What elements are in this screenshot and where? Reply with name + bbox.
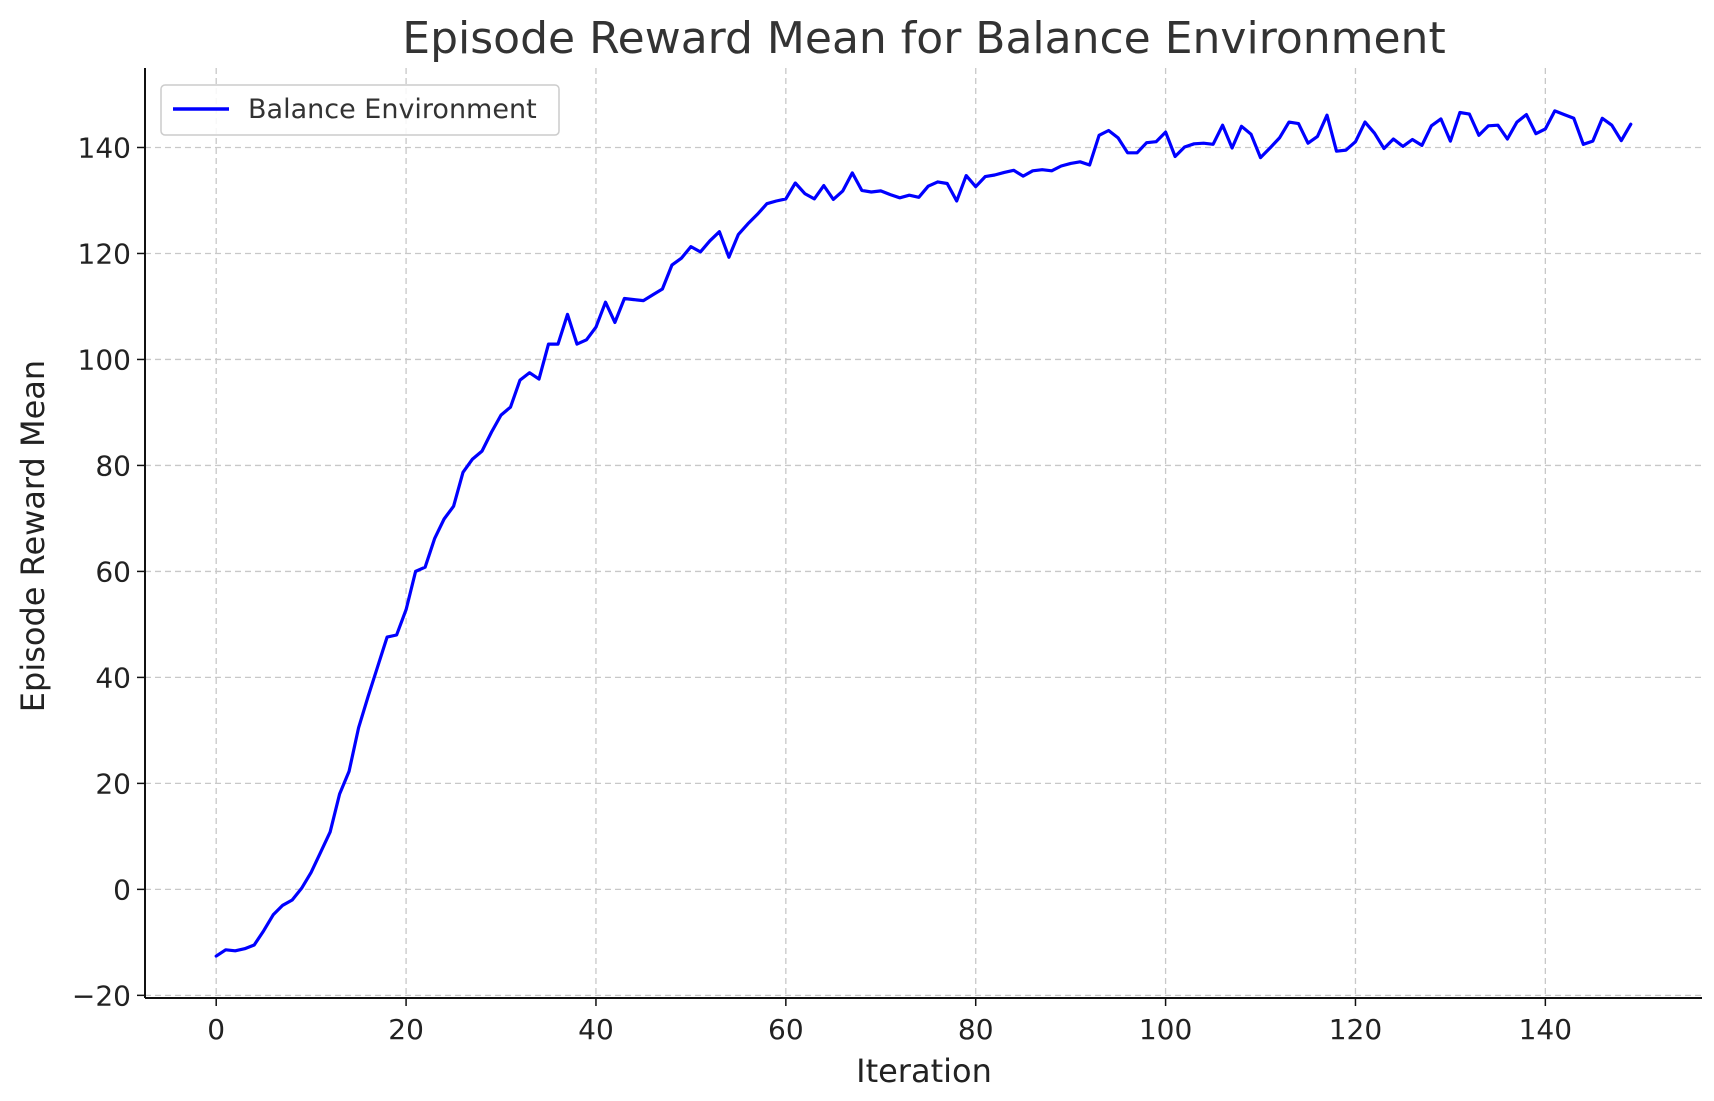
y-tick-label: 80 bbox=[95, 449, 131, 482]
series-line-0 bbox=[214, 109, 1633, 958]
legend: Balance Environment bbox=[160, 84, 560, 136]
x-axis-label: Iteration bbox=[856, 1052, 992, 1090]
y-tick-label: 20 bbox=[95, 767, 131, 800]
grid bbox=[145, 68, 1702, 998]
axes bbox=[144, 68, 1702, 999]
x-tick-label: 80 bbox=[958, 1013, 994, 1046]
legend-box bbox=[160, 84, 560, 136]
chart-title: Episode Reward Mean for Balance Environm… bbox=[402, 13, 1445, 64]
y-tick-label: 40 bbox=[95, 661, 131, 694]
ticks: 0 20 40 60 80 100 120 140 −20 0 20 40 60 80 100 120 140 bbox=[72, 131, 1572, 1046]
legend-label: Balance Environment bbox=[248, 94, 537, 125]
x-tick-label: 120 bbox=[1329, 1013, 1382, 1046]
x-tick-label: 0 bbox=[207, 1013, 225, 1046]
x-tick-label: 140 bbox=[1519, 1013, 1572, 1046]
y-tick-label: 140 bbox=[78, 131, 131, 164]
y-tick-label: 60 bbox=[95, 555, 131, 588]
y-tick-label: −20 bbox=[72, 979, 131, 1012]
x-tick-label: 20 bbox=[388, 1013, 424, 1046]
y-tick-label: 120 bbox=[78, 237, 131, 270]
x-tick-label: 40 bbox=[578, 1013, 614, 1046]
series-layer bbox=[214, 109, 1633, 958]
x-tick-label: 60 bbox=[768, 1013, 804, 1046]
x-tick-label: 100 bbox=[1139, 1013, 1192, 1046]
y-tick-label: 100 bbox=[78, 343, 131, 376]
y-tick-label: 0 bbox=[113, 873, 131, 906]
y-axis-label: Episode Reward Mean bbox=[14, 360, 52, 712]
